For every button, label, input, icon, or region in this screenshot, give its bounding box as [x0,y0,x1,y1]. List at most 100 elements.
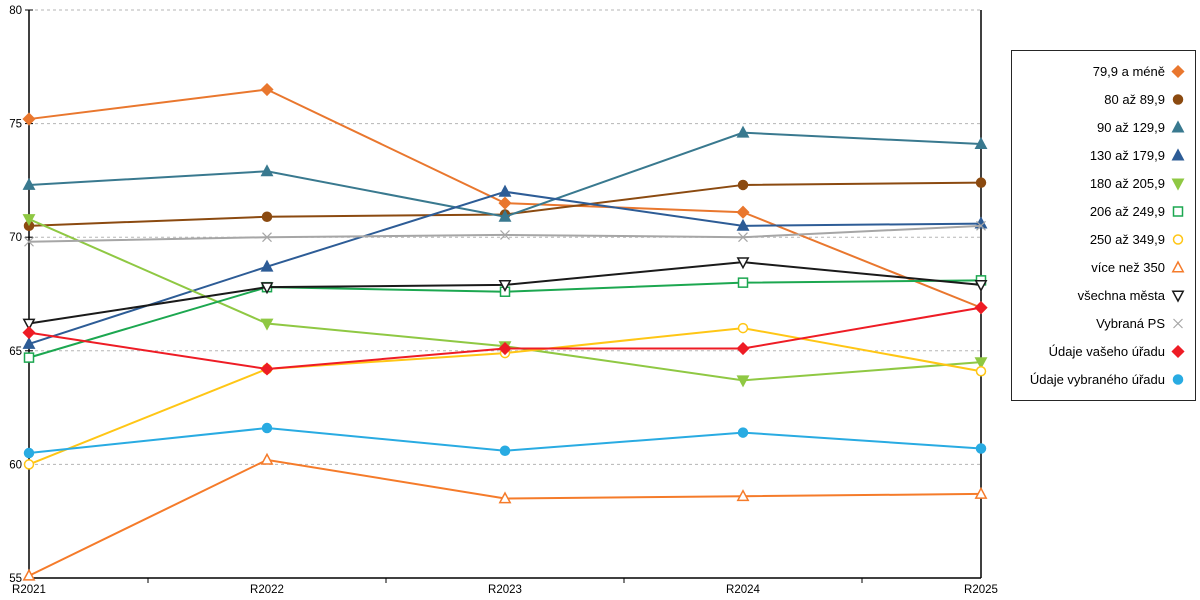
data-point-10-R2025 [974,301,988,315]
data-point-11-R2024 [737,427,749,438]
legend-item-4: 180 až 205,9 [1012,169,1195,197]
legend-item-1: 80 až 89,9 [1012,85,1195,113]
data-point-3-R2023 [498,184,512,197]
x-marker-icon [1173,318,1183,329]
legend-label-4: 180 až 205,9 [1089,175,1165,191]
legend-item-10: Údaje vašeho úřadu [1012,338,1195,366]
data-point-9-R2022 [262,232,272,243]
series-line-9 [28,224,982,243]
x-label-R2025: R2025 [964,584,998,596]
legend-label-0: 79,9 a méně [1092,63,1165,79]
legend-item-8: všechna města [1012,282,1195,310]
legend-label-8: všechna města [1077,288,1165,304]
data-point-5-R2021 [23,352,35,363]
data-point-7-R2025 [974,486,988,499]
legend: 79,9 a méně 80 až 89,9 90 až 129,9 130 až 1… [1011,50,1196,401]
circle-marker-icon [1172,93,1184,105]
y-tick-label-75: 75 [9,119,22,131]
data-point-1-R2022 [261,211,273,223]
diamond-marker-icon [1171,64,1185,78]
data-point-4-R2025 [974,357,988,370]
data-point-8-R2025 [974,279,988,292]
data-point-4-R2022 [260,318,274,331]
series-line-7 [28,458,982,577]
legend-item-0: 79,9 a méně [1012,57,1195,85]
data-point-2-R2023 [498,209,512,222]
data-point-8-R2022 [260,282,274,295]
legend-label-3: 130 až 179,9 [1089,147,1165,163]
data-point-3-R2024 [736,218,750,231]
data-point-9-R2025 [976,220,986,231]
data-point-7-R2023 [498,491,512,504]
data-point-4-R2021 [22,214,36,227]
legend-item-7: více než 350 [1012,254,1195,282]
data-point-11-R2023 [499,445,511,457]
legend-label-6: 250 až 349,9 [1089,231,1165,247]
data-point-0-R2023 [498,196,512,210]
legend-label-10: Údaje vašeho úřadu [1048,344,1165,360]
diamond-marker-icon [1171,345,1185,359]
y-tick-label-80: 80 [9,5,22,17]
data-point-8-R2021 [22,318,36,331]
data-point-10-R2021 [22,326,36,340]
triangle-up-marker-icon [1171,260,1185,273]
data-point-4-R2024 [736,375,750,388]
data-point-11-R2025 [975,443,987,454]
data-point-2-R2022 [260,164,274,177]
data-point-10-R2022 [260,362,274,376]
data-point-10-R2023 [498,341,512,356]
triangle-down-marker-icon [1171,178,1185,191]
data-point-9-R2024 [738,232,748,243]
data-point-2-R2024 [736,125,750,138]
data-point-0-R2022 [260,82,274,97]
data-point-7-R2021 [22,568,36,581]
legend-item-11: Údaje vybraného úřadu [1012,366,1195,394]
legend-label-5: 206 až 249,9 [1089,203,1165,219]
legend-item-6: 250 až 349,9 [1012,225,1195,253]
data-point-1-R2025 [975,177,987,188]
legend-item-5: 206 až 249,9 [1012,197,1195,225]
data-point-5-R2024 [737,277,749,288]
legend-label-11: Údaje vybraného úřadu [1029,372,1165,388]
data-point-0-R2021 [22,112,36,126]
legend-item-3: 130 až 179,9 [1012,141,1195,169]
triangle-up-marker-icon [1171,120,1185,133]
data-point-0-R2024 [736,205,750,219]
legend-item-2: 90 až 129,9 [1012,113,1195,141]
data-point-2-R2021 [22,177,36,190]
legend-label-1: 80 až 89,9 [1104,91,1165,107]
data-point-3-R2022 [260,259,274,272]
data-point-7-R2024 [736,489,750,502]
x-label-R2023: R2023 [488,584,522,596]
data-point-10-R2024 [736,341,750,356]
data-point-9-R2023 [500,230,510,240]
legend-item-9: Vybraná PS [1012,310,1195,338]
x-label-R2021: R2021 [12,584,46,596]
legend-label-9: Vybraná PS [1096,316,1165,332]
legend-label-7: více než 350 [1091,260,1165,276]
data-point-3-R2021 [22,336,36,349]
x-label-R2022: R2022 [250,584,284,596]
data-point-6-R2021 [23,459,35,470]
y-tick-label-55: 55 [9,573,22,585]
data-point-7-R2022 [260,452,274,465]
x-label-R2024: R2024 [726,584,760,596]
circle-marker-icon [1172,374,1184,386]
circle-marker-icon [1172,234,1184,245]
triangle-down-marker-icon [1171,290,1185,303]
data-point-8-R2024 [736,257,750,270]
data-point-6-R2024 [737,322,749,334]
y-tick-label-60: 60 [9,459,22,471]
series-line-10 [28,306,982,370]
data-point-8-R2023 [498,279,512,292]
data-point-9-R2021 [24,236,34,247]
y-tick-label-70: 70 [9,232,22,244]
triangle-up-marker-icon [1171,148,1185,161]
data-point-11-R2021 [23,447,35,459]
y-tick-label-65: 65 [9,346,22,358]
data-point-11-R2022 [261,422,273,434]
data-point-1-R2024 [737,179,749,191]
square-marker-icon [1172,206,1184,217]
